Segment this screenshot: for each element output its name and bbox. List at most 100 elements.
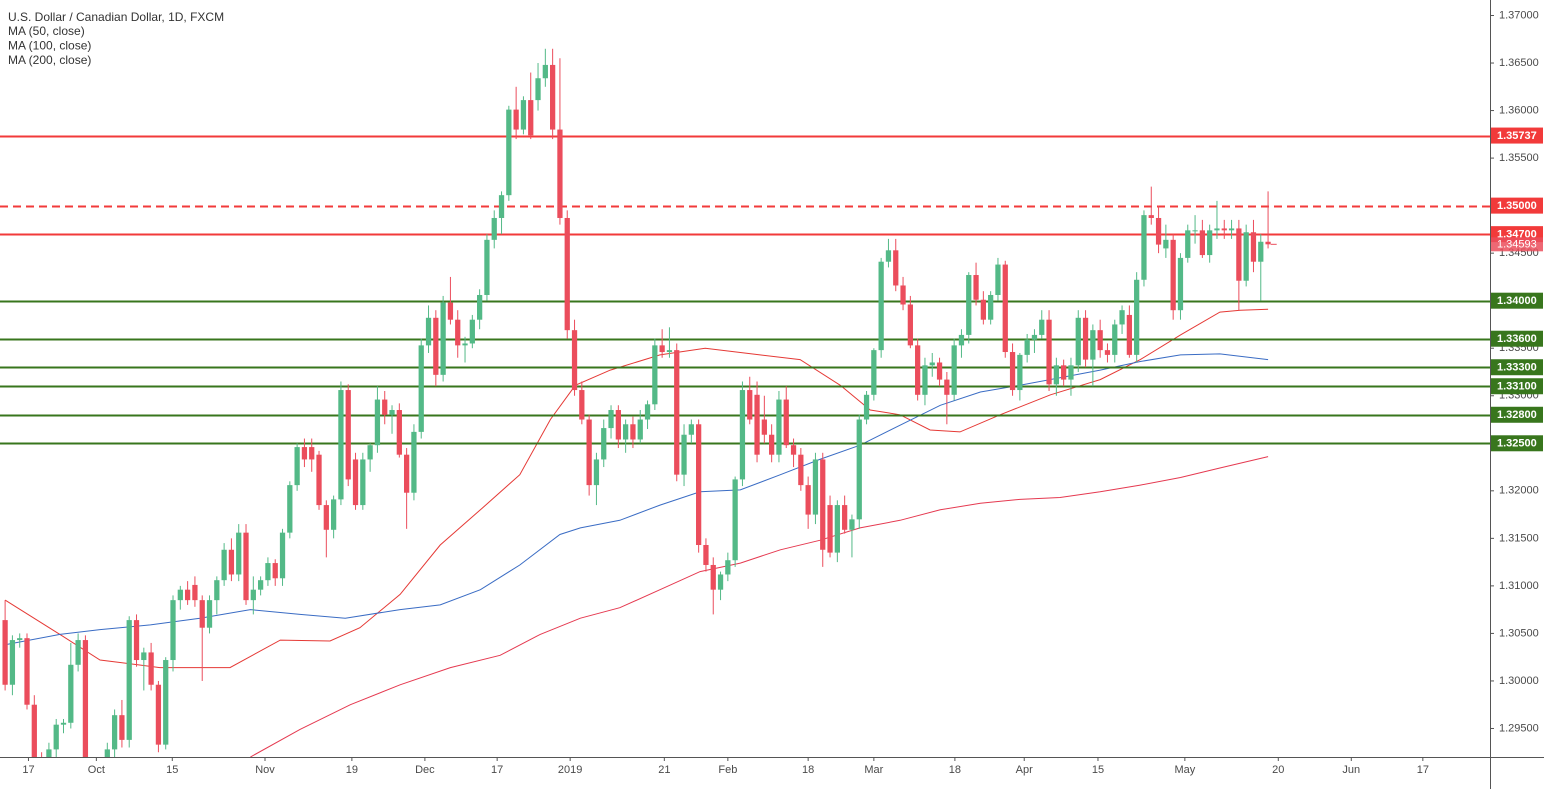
candle-body (1024, 339, 1030, 355)
candle-body (900, 285, 906, 305)
candle-body (739, 390, 746, 480)
candle-body (754, 394, 760, 455)
candle-body (53, 724, 59, 750)
candle-body (564, 217, 570, 331)
candle-body (849, 519, 855, 530)
candle-body (24, 638, 30, 705)
candle-body (1192, 230, 1198, 232)
candle-body (272, 563, 278, 579)
candle-body (798, 454, 804, 486)
candle-body (958, 334, 965, 346)
candle-body (155, 684, 162, 745)
candle-body (1214, 228, 1220, 231)
candle-body (688, 424, 694, 435)
candle-body (747, 390, 753, 420)
candle-body (769, 434, 775, 455)
y-tick-label: 1.30000 (1499, 675, 1539, 687)
candle-body (294, 447, 300, 486)
y-tick-label: 1.36500 (1499, 57, 1539, 69)
candle-body (1228, 228, 1235, 231)
candle-body (360, 459, 366, 506)
candle-body (9, 640, 16, 685)
candle-body (812, 459, 819, 515)
candle-body (309, 447, 315, 460)
candle-body (301, 447, 308, 460)
candle-body (827, 505, 833, 553)
candle-body (104, 749, 110, 757)
candle-body (783, 399, 789, 446)
candle-body (623, 424, 629, 440)
candle-body (1031, 334, 1038, 340)
candle-body (542, 64, 548, 79)
candle-body (316, 454, 322, 506)
candle-body (571, 330, 578, 391)
candle-body (966, 275, 972, 335)
candle-body (951, 345, 957, 395)
candle-body (593, 459, 600, 486)
candle-body (922, 365, 928, 395)
candle-body (988, 294, 994, 320)
candle-body (907, 304, 913, 346)
legend-entry: MA (50, close) (8, 24, 85, 38)
candle-body (1170, 239, 1176, 311)
candle-body (550, 64, 556, 130)
candle-body (221, 549, 227, 581)
candle-body (382, 399, 388, 415)
level-label-box (1491, 359, 1543, 376)
x-tick-label: 2019 (558, 764, 582, 776)
candle-body (367, 445, 373, 460)
x-tick-label: Oct (88, 764, 105, 776)
candle-body (513, 109, 519, 130)
x-tick-label: May (1174, 764, 1195, 776)
level-label-box (1491, 127, 1543, 144)
candle-body (192, 584, 198, 601)
candle-body (842, 505, 848, 530)
x-tick-label: 15 (1092, 764, 1104, 776)
candle-body (1265, 241, 1271, 245)
level-label-box (1491, 330, 1543, 347)
y-tick-label: 1.29500 (1499, 722, 1539, 734)
candle-body (352, 459, 359, 506)
level-label: 1.35737 (1497, 130, 1537, 142)
candle-body (520, 100, 527, 130)
y-tick-label: 1.37000 (1499, 9, 1539, 21)
candle-body (1104, 350, 1111, 355)
candle-body (148, 652, 154, 685)
candle-body (761, 419, 767, 435)
candle-body (973, 275, 979, 300)
candle-body (674, 350, 680, 475)
candle-body (666, 350, 673, 353)
candle-body (2, 620, 8, 685)
x-tick-label: Jun (1342, 764, 1360, 776)
candle-body (586, 419, 592, 486)
candle-body (1141, 215, 1147, 280)
candle-body (243, 532, 249, 601)
x-tick-label: 18 (949, 764, 961, 776)
candle-body (184, 589, 191, 601)
candle-body (535, 78, 541, 101)
x-tick-label: 15 (166, 764, 178, 776)
candle-body (126, 620, 132, 740)
x-tick-label: Nov (255, 764, 275, 776)
candle-body (995, 264, 1001, 295)
candle-body (163, 660, 169, 745)
moving-average-line (250, 456, 1269, 757)
candle-body (1221, 228, 1227, 231)
candle-body (250, 589, 256, 601)
x-tick-label: 17 (491, 764, 503, 776)
candle-body (878, 261, 884, 351)
candle-body (1155, 217, 1162, 245)
candle-body (732, 479, 738, 561)
x-tick-label: 20 (1272, 764, 1284, 776)
level-label: 1.33100 (1497, 381, 1537, 393)
candle-body (1134, 279, 1140, 355)
candle-body (936, 362, 943, 380)
candle-body (425, 317, 432, 346)
candle-body (257, 580, 264, 590)
candle-body (447, 302, 454, 320)
candle-body (404, 454, 410, 493)
x-tick-label: 19 (346, 764, 358, 776)
candle-body (411, 431, 417, 493)
x-tick-label: 17 (1417, 764, 1429, 776)
